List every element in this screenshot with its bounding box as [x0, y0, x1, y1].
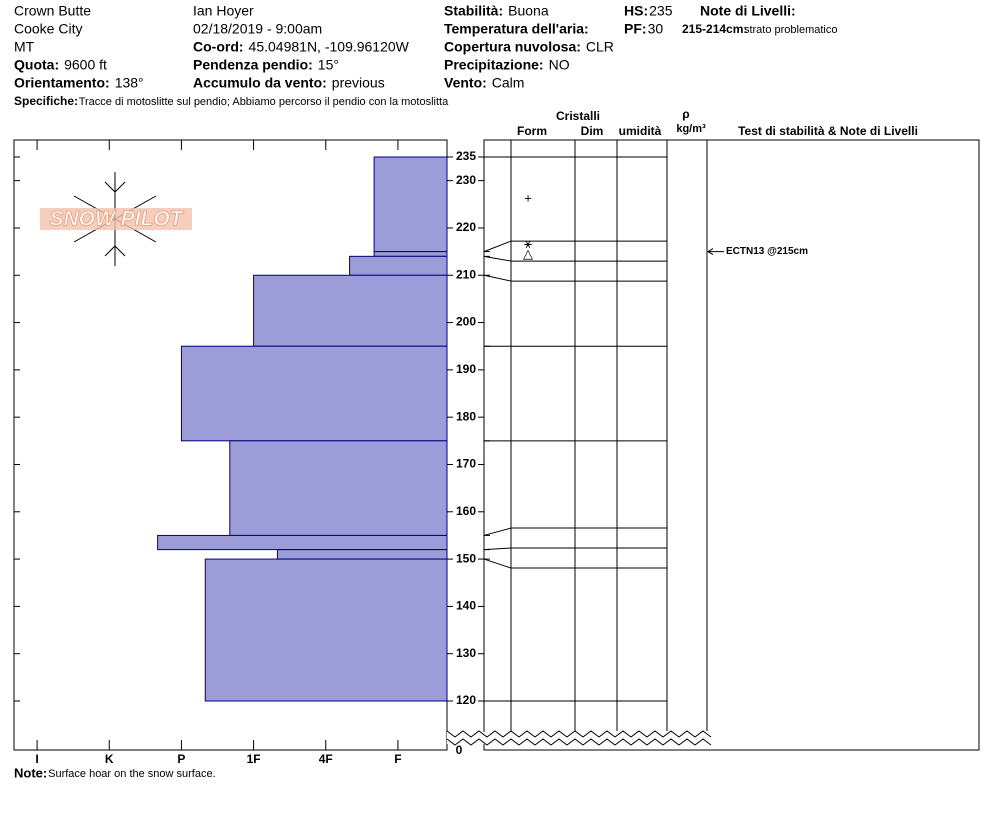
field-label: Specifiche: [14, 94, 78, 108]
layer-connector [483, 527, 512, 536]
field-label: Co-ord: [193, 39, 244, 55]
field-label: Orientamento: [14, 75, 110, 91]
layer-connector [483, 558, 512, 569]
column-header: kg/m³ [676, 123, 706, 135]
column-header: Form [517, 124, 547, 138]
field-value: CLR [586, 39, 614, 55]
layer-connector [483, 274, 512, 282]
axis-break [446, 738, 712, 746]
field-value: 30 [648, 21, 664, 37]
field-label: Pendenza pendio: [193, 57, 313, 73]
y-tick-label: 200 [456, 315, 476, 329]
y-tick-label: 0 [456, 743, 463, 757]
hardness-bar [253, 274, 448, 347]
field-value: strato problematico [744, 24, 838, 36]
y-tick-label: 210 [456, 267, 476, 281]
field-label: PF: [624, 21, 647, 37]
y-tick-label: 170 [456, 457, 476, 471]
x-tick-label: K [105, 752, 114, 766]
hardness-bar [180, 345, 448, 442]
x-tick-label: P [177, 752, 185, 766]
column-header: Cristalli [556, 109, 600, 123]
notes-title: Note di Livelli: [700, 3, 796, 19]
grain-form: ⚹ △ [523, 237, 533, 262]
test-label: ECTN13 @215cm [726, 246, 808, 257]
x-tick-label: I [35, 752, 38, 766]
field-label: Copertura nuvolosa: [444, 39, 581, 55]
hardness-bar [229, 440, 448, 536]
field-value: 235 [649, 3, 673, 19]
y-tick-label: 160 [456, 504, 476, 518]
field-value: Surface hoar on the snow surface. [48, 768, 216, 780]
field-value: Ian Hoyer [193, 3, 254, 19]
hardness-bar [276, 549, 448, 560]
field-value: Crown Butte [14, 3, 91, 19]
layer-connector [483, 240, 512, 253]
layer-connector [483, 255, 512, 262]
field-value: Cooke City [14, 21, 82, 37]
test-arrow [707, 248, 724, 256]
field-value: 9600 ft [64, 57, 107, 73]
field-value: 15° [318, 57, 339, 73]
logo-band [40, 208, 192, 230]
field-label: Note: [14, 765, 47, 780]
field-label: Accumulo da vento: [193, 75, 327, 91]
y-tick-label: 180 [456, 409, 476, 423]
y-tick-label: 235 [456, 149, 476, 163]
field-value: Tracce di motoslitte sul pendio; Abbiamo… [79, 96, 449, 108]
x-tick-label: 1F [247, 752, 261, 766]
y-tick-label: 190 [456, 362, 476, 376]
field-value: Buona [508, 3, 549, 19]
y-tick-label: 220 [456, 220, 476, 234]
hardness-bar [204, 558, 448, 702]
field-label: 215-214cm: [682, 22, 747, 36]
field-label: Precipitazione: [444, 57, 544, 73]
column-header: ρ [682, 107, 689, 121]
layers-frame [483, 139, 980, 751]
x-tick-label: 4F [319, 752, 333, 766]
hardness-bar [349, 255, 448, 276]
hardness-bar [373, 251, 448, 257]
hardness-bar [157, 534, 448, 551]
field-value: MT [14, 39, 35, 55]
y-tick-label: 140 [456, 599, 476, 613]
field-value: 45.04981N, -109.96120W [249, 39, 410, 55]
field-value: Calm [492, 75, 525, 91]
column-header: Test di stabilità & Note di Livelli [738, 124, 918, 138]
field-value: NO [549, 57, 570, 73]
y-tick-label: 130 [456, 646, 476, 660]
field-value: 02/18/2019 - 9:00am [193, 21, 322, 37]
axis-break [446, 730, 712, 738]
logo-text: SNOW PILOT [50, 208, 185, 231]
x-tick-label: F [394, 752, 401, 766]
field-label: Temperatura dell'aria: [444, 21, 589, 37]
field-label: Stabilità: [444, 3, 503, 19]
hardness-bar [373, 156, 448, 253]
field-label: Vento: [444, 75, 487, 91]
field-label: Quota: [14, 57, 59, 73]
column-header: umidità [619, 124, 662, 138]
field-value: previous [332, 75, 385, 91]
field-value: 138° [115, 75, 144, 91]
field-label: HS: [624, 3, 648, 19]
y-tick-label: 120 [456, 693, 476, 707]
grain-form: + [524, 190, 532, 205]
y-tick-label: 150 [456, 551, 476, 565]
y-tick-label: 230 [456, 173, 476, 187]
column-header: Dim [581, 124, 604, 138]
